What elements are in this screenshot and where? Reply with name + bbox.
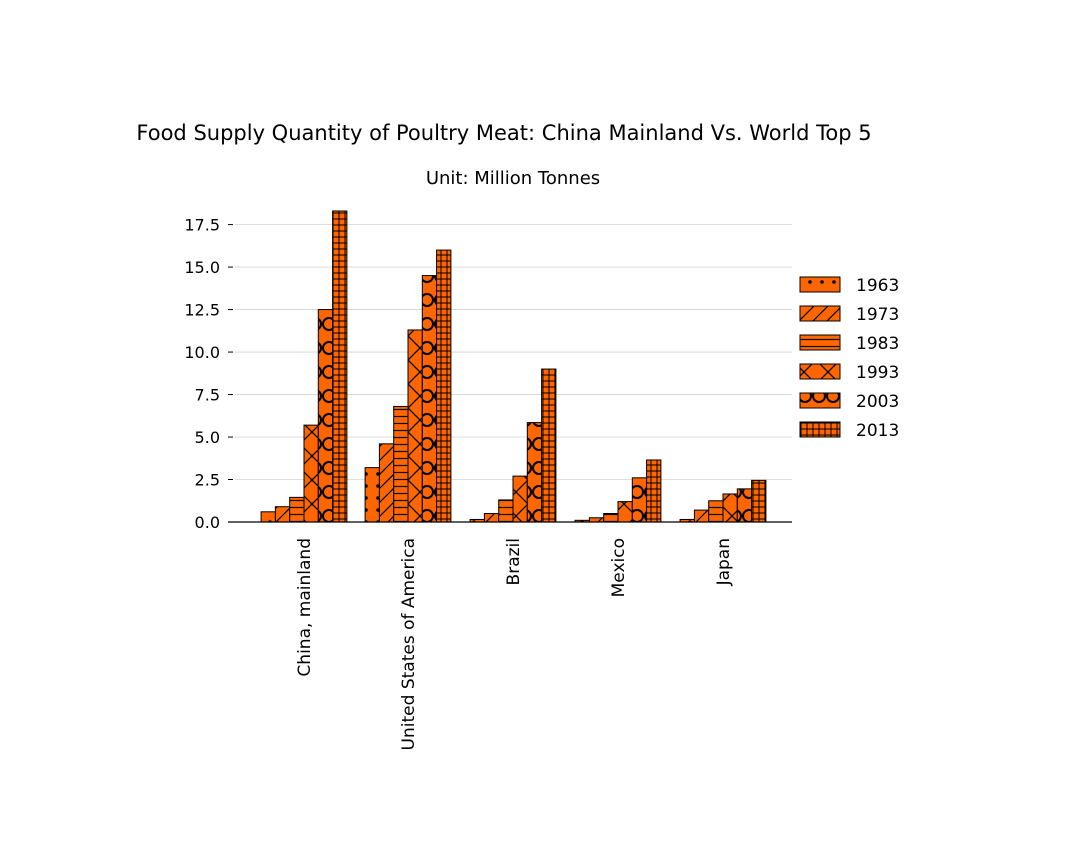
y-tick-label: 12.5: [184, 301, 220, 320]
bar-1973-united-states-of-america: [378, 443, 395, 523]
legend-swatch-2013: [799, 421, 841, 438]
bar-1973-mexico: [588, 517, 605, 523]
category-label: China, mainland: [295, 538, 315, 677]
bar-1983-china-mainland: [289, 496, 305, 523]
bar-2013-japan: [751, 479, 767, 523]
bar-1983-brazil: [498, 499, 514, 523]
category-labels: China, mainland United States of America B…: [295, 538, 734, 750]
legend-swatch-1983: [799, 334, 841, 351]
category-label: Mexico: [609, 538, 629, 597]
bar-2013-mexico: [646, 459, 662, 523]
legend-label-1983: 1983: [856, 334, 899, 354]
category-label: United States of America: [399, 538, 419, 750]
legend-swatch-1993: [799, 363, 841, 380]
chart-subtitle: Unit: Million Tonnes: [426, 168, 600, 189]
y-tick-label: 2.5: [195, 471, 220, 490]
bar-2003-united-states-of-america: [421, 275, 438, 523]
legend-label-2013: 2013: [856, 421, 899, 441]
legend-swatch-1973: [799, 305, 841, 322]
bar-2003-china-mainland: [317, 309, 334, 523]
bar-2003-mexico: [631, 477, 648, 523]
y-tick-label: 7.5: [195, 386, 220, 405]
y-tick-label: 10.0: [184, 343, 220, 362]
category-label: Japan: [714, 538, 734, 586]
legend-label-2003: 2003: [856, 392, 899, 412]
bar-1983-mexico: [603, 513, 619, 523]
bar-1993-brazil: [512, 475, 528, 523]
bar-1963-united-states-of-america: [364, 467, 380, 523]
legend-label-1993: 1993: [856, 363, 899, 383]
bar-1973-china-mainland: [274, 506, 291, 523]
bar-1983-japan: [708, 500, 724, 523]
legend: 1963 1973 1983 1993 2003 2013: [799, 276, 899, 441]
legend-label-1973: 1973: [856, 305, 899, 325]
y-tick-label: 17.5: [184, 216, 220, 235]
bar-1993-china-mainland: [303, 424, 319, 523]
bar-1993-united-states-of-america: [407, 329, 423, 523]
y-tick-label: 15.0: [184, 258, 220, 277]
legend-swatch-1963: [799, 276, 841, 293]
bar-2013-china-mainland: [332, 210, 348, 523]
bar-1963-china-mainland: [260, 511, 276, 523]
y-axis: 0.0 2.5 5.0 7.5 10.0 12.5 15.0 17.5: [184, 216, 792, 532]
bar-1993-japan: [722, 493, 738, 523]
chart-title: Food Supply Quantity of Poultry Meat: Ch…: [136, 121, 871, 145]
legend-swatch-2003: [799, 392, 841, 409]
bar-2013-united-states-of-america: [436, 249, 452, 523]
bar-1983-united-states-of-america: [393, 405, 409, 523]
y-tick-label: 0.0: [195, 513, 220, 532]
bars: [260, 210, 767, 523]
bar-1973-brazil: [483, 513, 500, 523]
y-tick-label: 5.0: [195, 428, 220, 447]
legend-label-1963: 1963: [856, 276, 899, 296]
bar-1973-japan: [693, 509, 710, 523]
bar-2003-brazil: [526, 422, 543, 523]
bar-2013-brazil: [541, 368, 557, 523]
bar-1993-mexico: [617, 501, 633, 523]
bar-2003-japan: [736, 488, 753, 523]
category-label: Brazil: [504, 538, 524, 585]
